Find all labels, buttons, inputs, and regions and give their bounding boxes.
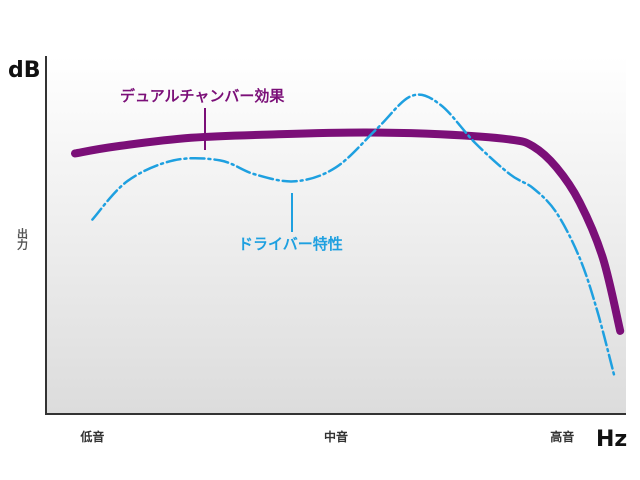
x-tick-label-2: 高音 [550,429,574,444]
x-unit-label: Hz [596,427,627,452]
x-tick-labels: 低音 中音 高音 [79,429,574,444]
y-axis-label: 出力 [16,227,29,251]
x-tick-label-0: 低音 [79,429,104,444]
series-line-0 [71,128,625,335]
series-layer [71,93,625,378]
plot-background [46,56,626,414]
x-tick-label-1: 中音 [324,429,348,444]
annotation-driver: ドライバー特性 [238,235,343,253]
annotation-dual-chamber: デュアルチャンバー効果 [120,87,285,105]
series-line-1 [91,93,616,378]
y-unit-label: dB [8,58,41,83]
